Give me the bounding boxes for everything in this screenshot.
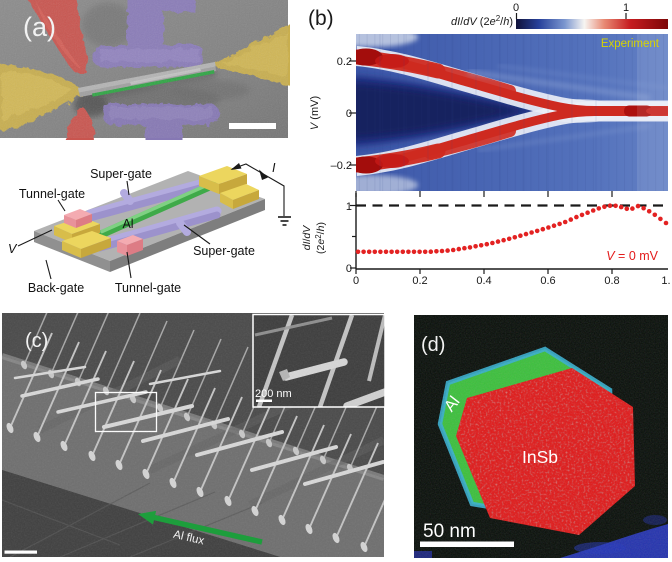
svg-text:Super-gate: Super-gate	[90, 167, 152, 181]
svg-text:0.6: 0.6	[540, 275, 555, 287]
svg-text:1.: 1.	[661, 275, 670, 287]
svg-text:(a): (a)	[23, 12, 56, 42]
svg-text:Al: Al	[122, 217, 133, 231]
svg-text:V: V	[8, 242, 18, 256]
svg-text:1: 1	[623, 2, 629, 14]
svg-text:0: 0	[346, 263, 352, 275]
svg-text:(2e2/h): (2e2/h)	[314, 222, 327, 254]
svg-text:dI/dV: dI/dV	[301, 225, 313, 251]
svg-text:V = 0 mV: V = 0 mV	[606, 249, 658, 263]
svg-text:(d): (d)	[421, 334, 445, 356]
svg-text:InSb: InSb	[522, 447, 558, 467]
svg-text:0.2: 0.2	[337, 56, 352, 68]
svg-text:0: 0	[353, 275, 359, 287]
svg-text:1: 1	[346, 201, 352, 213]
svg-text:0.4: 0.4	[476, 275, 491, 287]
svg-text:0.2: 0.2	[412, 275, 427, 287]
svg-text:I: I	[272, 161, 276, 175]
svg-text:0.8: 0.8	[604, 275, 619, 287]
svg-text:(b): (b)	[308, 7, 334, 30]
svg-text:50 nm: 50 nm	[423, 521, 476, 542]
svg-text:Tunnel-gate: Tunnel-gate	[19, 187, 85, 201]
svg-text:Experiment: Experiment	[601, 38, 660, 50]
svg-text:–0.2: –0.2	[331, 160, 352, 172]
svg-text:Tunnel-gate: Tunnel-gate	[115, 281, 181, 295]
svg-text:(c): (c)	[25, 330, 48, 352]
svg-text:0: 0	[346, 108, 352, 120]
svg-text:V (mV): V (mV)	[309, 96, 321, 130]
svg-text:200 nm: 200 nm	[255, 388, 292, 400]
svg-text:0: 0	[513, 2, 519, 14]
svg-text:dI/dV (2e2/h): dI/dV (2e2/h)	[451, 14, 513, 28]
svg-text:Back-gate: Back-gate	[28, 281, 84, 295]
svg-text:Super-gate: Super-gate	[193, 244, 255, 258]
